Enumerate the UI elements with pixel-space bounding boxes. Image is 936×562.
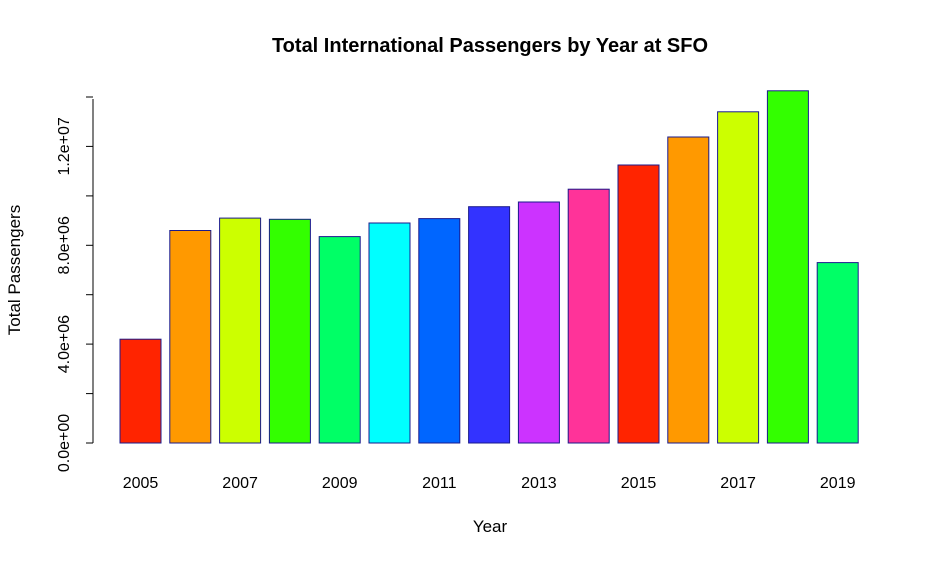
x-tick-label: 2017 [720, 475, 756, 492]
x-tick-label: 2015 [621, 475, 657, 492]
x-axis: 2005 2007 2009 2011 2013 2015 2017 2019 [123, 475, 856, 492]
y-tick-label: 0.0e+00 [56, 414, 73, 472]
bar-2018 [766, 90, 809, 444]
y-axis: 0.0e+00 4.0e+06 8.0e+06 1.2e+07 [56, 96, 94, 472]
x-tick-label: 2011 [422, 475, 457, 492]
y-tick-label: 8.0e+06 [56, 216, 73, 274]
bar-2019 [816, 262, 859, 444]
x-tick-label: 2013 [521, 475, 557, 492]
bar-2010 [368, 222, 411, 444]
y-axis-label: Total Passengers [5, 205, 24, 335]
bar-2012 [468, 206, 511, 444]
x-tick-label: 2019 [820, 475, 856, 492]
bar-2014 [567, 188, 610, 444]
bar-2008 [268, 218, 311, 444]
bar-2015 [617, 164, 660, 444]
bar-2009 [318, 236, 361, 444]
x-tick-label: 2005 [123, 475, 159, 492]
y-tick-label: 1.2e+07 [56, 117, 73, 175]
plot-area [119, 90, 859, 444]
bar-2007 [219, 217, 262, 444]
x-axis-label: Year [473, 517, 508, 536]
bar-2006 [169, 230, 212, 444]
bar-2013 [517, 201, 560, 444]
y-tick-label: 4.0e+06 [56, 315, 73, 373]
bar-2005 [119, 338, 162, 444]
bar-2017 [717, 111, 760, 444]
x-tick-label: 2009 [322, 475, 358, 492]
bar-2016 [667, 136, 710, 444]
chart-title: Total International Passengers by Year a… [272, 35, 708, 57]
x-tick-label: 2007 [222, 475, 258, 492]
bar-2011 [418, 218, 461, 444]
